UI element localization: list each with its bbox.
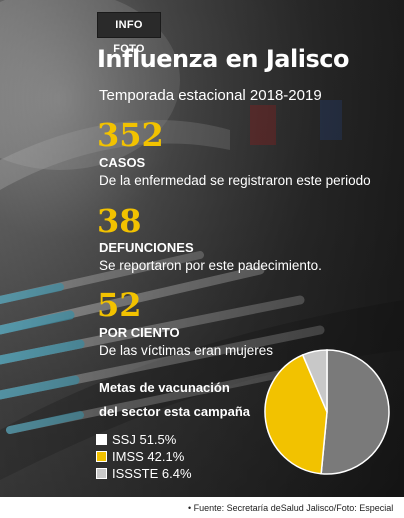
legend-swatch-issste — [96, 468, 107, 479]
stat-label-cases: CASOS — [99, 155, 146, 170]
legend-pct-imss: 42.1% — [147, 449, 185, 464]
legend-name-imss: IMSS — [112, 449, 144, 464]
legend-pct-issste: 6.4% — [161, 466, 192, 481]
legend-name-ssj: SSJ — [112, 432, 136, 447]
legend-pct-ssj: 51.5% — [139, 432, 177, 447]
vaccination-goals-heading: Metas de vacunación del sector esta camp… — [99, 376, 250, 424]
stat-desc-deaths: Se reportaron por este padecimiento. — [99, 258, 322, 273]
legend-item-issste: ISSSTE 6.4% — [96, 466, 192, 481]
legend-item-imss: IMSS 42.1% — [96, 449, 184, 464]
stat-value-cases: 352 — [97, 116, 164, 154]
stat-desc-cases: De la enfermedad se registraron este per… — [99, 173, 371, 188]
pie-slice-issste — [301, 349, 328, 413]
source-footer: • Fuente: Secretaría deSalud Jalisco/Fot… — [188, 503, 394, 513]
infographic-panel: INFO FOTO Influenza en Jalisco Temporada… — [0, 0, 404, 497]
stat-label-percent: POR CIENTO — [99, 325, 180, 340]
stat-desc-percent: De las víctimas eran mujeres — [99, 343, 274, 358]
legend-swatch-ssj — [96, 434, 107, 445]
legend-item-ssj: SSJ 51.5% — [96, 432, 176, 447]
pie-slice-imss — [264, 353, 328, 475]
info-foto-tag: INFO FOTO — [97, 12, 161, 55]
legend-swatch-imss — [96, 451, 107, 462]
legend-name-issste: ISSSTE — [112, 466, 159, 481]
goals-line-1: Metas de vacunación — [99, 380, 230, 395]
page-subtitle: Temporada estacional 2018-2019 — [99, 87, 322, 104]
stat-value-percent: 52 — [97, 286, 142, 324]
page-title: Influenza en Jalisco — [97, 45, 349, 73]
goals-line-2: del sector esta campaña — [99, 404, 251, 419]
stat-value-deaths: 38 — [97, 202, 142, 240]
vaccination-pie-chart — [264, 349, 390, 475]
pie-slice-ssj — [320, 349, 390, 475]
stat-label-deaths: DEFUNCIONES — [99, 240, 194, 255]
